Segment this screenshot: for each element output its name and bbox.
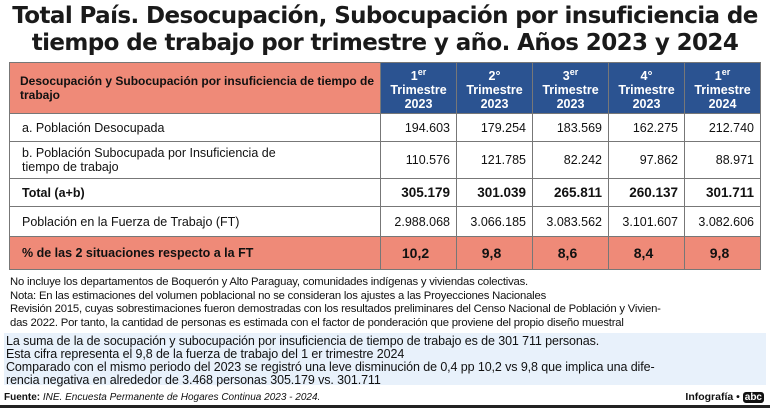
row-label: Total (a+b) [9, 178, 381, 208]
summary-line: Comparado con el mismo periodo del 2023 … [6, 360, 655, 374]
credit-text: Infografía • [685, 391, 740, 403]
credit: Infografía • abc [685, 391, 764, 403]
note-line: das 2022. Por tanto, la cantidad de pers… [10, 316, 624, 329]
cell: 9,8 [684, 236, 761, 271]
cell: 110.576 [380, 141, 457, 180]
col-header: 2° Trimestre 2023 [456, 61, 533, 115]
cell: 301.711 [684, 178, 761, 208]
note-line: Nota: En las estimaciones del volumen po… [10, 289, 547, 302]
cell: 121.785 [456, 141, 533, 180]
data-table: Desocupación y Subocupación por insufici… [9, 61, 761, 271]
notes: No incluye los departamentos de Boquerón… [10, 276, 661, 330]
cell: 8,4 [608, 236, 685, 271]
col-header: 1er Trimestre 2024 [684, 61, 761, 115]
header-row: Desocupación y Subocupación por insufici… [9, 61, 761, 115]
table-row: Población en la Fuerza de Trabajo (FT) 2.… [9, 206, 761, 238]
col-header: 1er Trimestre 2023 [380, 61, 457, 115]
cell: 3.066.185 [456, 206, 533, 238]
note-line: Revisión 2015, cuyas sobrestimaciones fu… [10, 303, 661, 315]
summary-line: La suma de la de socupación y subocupaci… [6, 334, 600, 348]
page-title: Total País. Desocupación, Subocupación p… [0, 3, 770, 57]
cell: 260.137 [608, 178, 685, 208]
row-label: a. Población Desocupada [9, 113, 381, 143]
cell: 3.083.562 [532, 206, 609, 238]
bottom-rule [0, 405, 770, 408]
cell: 162.275 [608, 113, 685, 143]
source: Fuente: INE. Encuesta Permanente de Hoga… [4, 392, 320, 403]
cell: 3.082.606 [684, 206, 761, 238]
row-label: % de las 2 situaciones respecto a la FT [9, 236, 381, 271]
row-label: b. Población Subocupada por Insuficienci… [9, 141, 381, 180]
header-label: Desocupación y Subocupación por insufici… [9, 61, 381, 115]
cell: 179.254 [456, 113, 533, 143]
table-row: b. Población Subocupada por Insuficienci… [9, 141, 761, 180]
cell: 10,2 [380, 236, 457, 271]
cell: 97.862 [608, 141, 685, 180]
cell: 305.179 [380, 178, 457, 208]
title-line-2: tiempo de trabajo por trimestre y año. A… [31, 30, 739, 56]
summary-box: La suma de la de socupación y subocupaci… [4, 333, 766, 387]
cell: 194.603 [380, 113, 457, 143]
cell: 183.569 [532, 113, 609, 143]
table-row: a. Población Desocupada 194.603 179.254 183… [9, 113, 761, 143]
cell: 3.101.607 [608, 206, 685, 238]
summary-line: rencia negativa en alrededor de 3.468 pe… [6, 373, 381, 387]
title-line-1: Total País. Desocupación, Subocupación p… [12, 3, 758, 29]
note-line: No incluye los departamentos de Boquerón… [10, 276, 528, 288]
source-text: INE. Encuesta Permanente de Hogares Cont… [42, 392, 321, 403]
cell: 2.988.068 [380, 206, 457, 238]
cell: 265.811 [532, 178, 609, 208]
summary-line: Esta cifra representa el 9,8 de la fuerz… [6, 347, 405, 361]
row-label: Población en la Fuerza de Trabajo (FT) [9, 206, 381, 238]
source-label: Fuente: [4, 392, 41, 403]
cell: 88.971 [684, 141, 761, 180]
cell: 9,8 [456, 236, 533, 271]
col-header: 3er Trimestre 2023 [532, 61, 609, 115]
cell: 8,6 [532, 236, 609, 271]
table-row: Total (a+b) 305.179 301.039 265.811 260.137 3… [9, 178, 761, 208]
cell: 212.740 [684, 113, 761, 143]
abc-logo: abc [742, 392, 764, 403]
col-header: 4° Trimestre 2023 [608, 61, 685, 115]
cell: 82.242 [532, 141, 609, 180]
table-row: % de las 2 situaciones respecto a la FT 1… [9, 236, 761, 271]
cell: 301.039 [456, 178, 533, 208]
